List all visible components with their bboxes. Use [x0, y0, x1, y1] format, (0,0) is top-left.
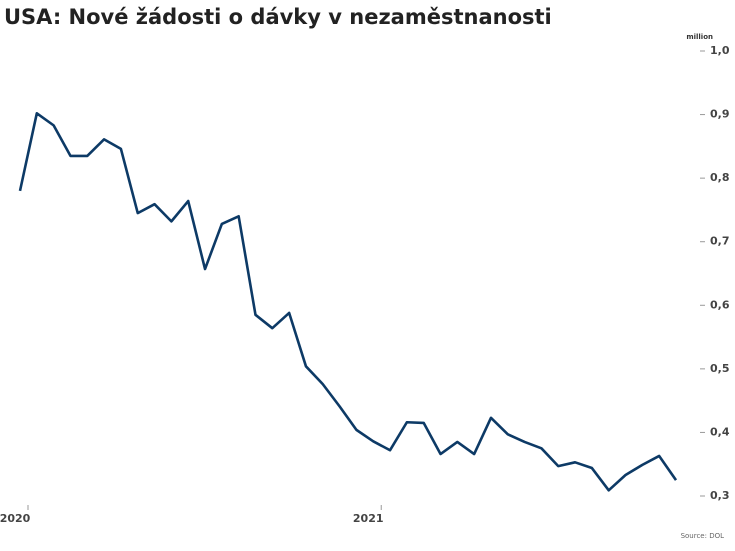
y-axis-unit: million [686, 33, 713, 41]
line [18, 112, 678, 492]
y-tick-label: 0,9 [710, 108, 730, 121]
y-tick-label: 0,4 [710, 425, 730, 438]
y-tick-label: 0,5 [710, 362, 730, 375]
x-tick-label: 2021 [353, 512, 384, 525]
x-tick-label: 2020 [0, 512, 31, 525]
y-tick-label: 0,8 [710, 171, 730, 184]
source: Source: DOL [681, 532, 725, 540]
y-tick-label: 1,0 [710, 44, 730, 57]
y-tick-label: 0,3 [710, 489, 730, 502]
y-tick-label: 0,6 [710, 298, 730, 311]
chart-title: USA: Nové žádosti o dávky v nezaměstnano… [4, 5, 552, 29]
y-tick-label: 0,7 [710, 235, 730, 248]
